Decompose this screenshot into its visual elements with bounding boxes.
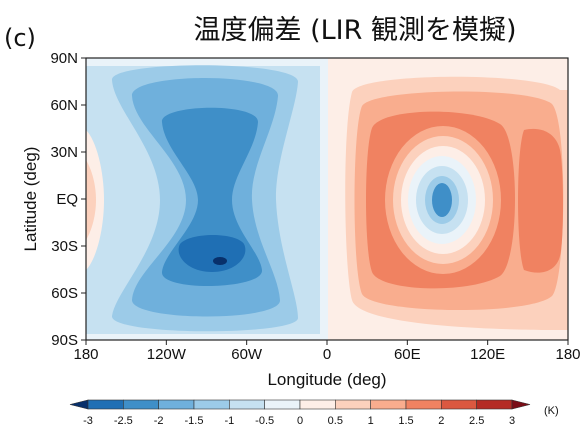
colorbar-tick-label: 1 — [368, 415, 374, 427]
y-axis-title: Latitude (deg) — [21, 147, 40, 252]
colorbar-tick-label: 0.5 — [328, 415, 343, 427]
x-tick-label: 60E — [394, 346, 421, 363]
y-tick-label: 60N — [50, 97, 78, 114]
colorbar-bin — [335, 399, 371, 410]
colorbar-tick-label: 1.5 — [398, 415, 413, 427]
colorbar-low-extend — [69, 399, 89, 410]
y-tick-label: EQ — [56, 191, 78, 208]
x-axis-title: Longitude (deg) — [267, 370, 386, 389]
y-tick-label: 30S — [51, 238, 78, 255]
colorbar-bin — [158, 399, 195, 410]
colorbar-bin — [123, 399, 159, 410]
contour-level-neg1.5-inner — [432, 183, 452, 217]
colorbar-tick-label: 2 — [438, 415, 444, 427]
colorbar-bin — [441, 399, 477, 410]
x-tick-label: 180 — [555, 346, 580, 363]
y-axis: 90N 60N 30N EQ 30S 60S 90S — [50, 50, 86, 349]
colorbar-bin — [193, 399, 230, 410]
colorbar-tick-label: 0 — [297, 415, 303, 427]
x-tick-label: 0 — [323, 346, 331, 363]
contour-level-pos1-west — [86, 160, 96, 240]
colorbar-tick-label: -1 — [224, 415, 234, 427]
x-tick-label: 180 — [73, 346, 98, 363]
y-tick-label: 60S — [51, 285, 78, 302]
y-tick-label: 30N — [50, 144, 78, 161]
colorbar-tick-label: -0.5 — [255, 415, 274, 427]
colorbar-unit: (K) — [544, 405, 559, 417]
contour-level-pos2-east — [518, 128, 563, 273]
x-axis: 180 120W 60W 0 60E 120E 180 — [73, 340, 581, 363]
contour-level-neg2.5 — [178, 235, 246, 272]
panel-label: (c) — [4, 24, 36, 52]
colorbar-tick-label: -3 — [83, 415, 93, 427]
contour-level-neg3 — [213, 257, 227, 265]
chart-title: 温度偏差 (LIR 観測を模擬) — [193, 15, 517, 46]
colorbar-tick-label: -2 — [154, 415, 164, 427]
y-tick-label: 90S — [51, 332, 78, 349]
colorbar-bin — [370, 399, 407, 410]
x-tick-label: 120W — [147, 346, 187, 363]
x-tick-label: 60W — [231, 346, 263, 363]
x-tick-label: 120E — [470, 346, 505, 363]
colorbar-bin — [264, 399, 301, 410]
plot-area — [85, 57, 569, 341]
y-tick-label: 90N — [50, 50, 78, 67]
colorbar-bin — [299, 399, 336, 410]
colorbar: -3 -2.5 -2 -1.5 -1 -0.5 0 0.5 1 1.5 2 2.5 3 (K) — [69, 399, 559, 427]
colorbar-tick-label: -2.5 — [114, 415, 133, 427]
colorbar-tick-label: -1.5 — [185, 415, 204, 427]
colorbar-bin — [476, 399, 513, 410]
colorbar-bin — [87, 399, 124, 410]
colorbar-bin — [405, 399, 442, 410]
colorbar-tick-label: 3 — [509, 415, 515, 427]
colorbar-high-extend — [511, 399, 531, 410]
colorbar-bin — [229, 399, 265, 410]
temperature-field — [86, 58, 568, 340]
colorbar-tick-label: 2.5 — [469, 415, 484, 427]
